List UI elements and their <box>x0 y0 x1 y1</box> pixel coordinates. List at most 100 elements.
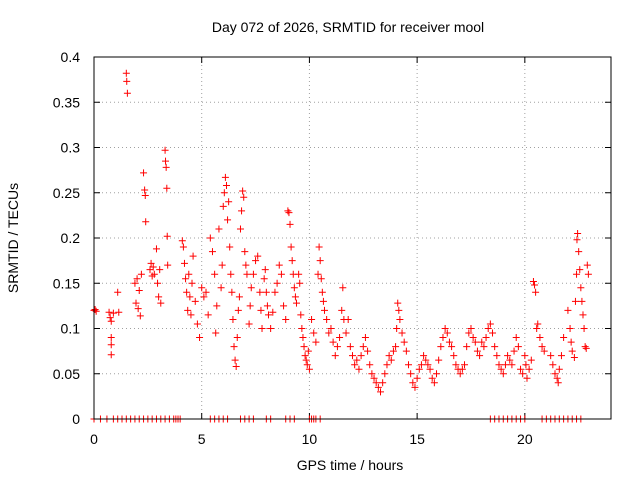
data-point <box>392 343 400 351</box>
data-point <box>573 236 581 244</box>
data-point <box>573 270 581 278</box>
data-point <box>576 266 584 274</box>
data-point <box>235 293 243 301</box>
data-point <box>402 347 410 355</box>
data-point <box>122 69 130 77</box>
data-point <box>568 347 576 355</box>
data-point <box>180 259 188 267</box>
data-point <box>405 361 413 369</box>
data-point <box>315 243 323 251</box>
data-point <box>202 288 210 296</box>
data-point <box>218 261 226 269</box>
data-point <box>476 352 484 360</box>
data-point <box>225 198 233 206</box>
data-point <box>242 261 250 269</box>
data-point <box>531 281 539 289</box>
data-point <box>532 288 540 296</box>
data-point <box>234 306 242 314</box>
data-point <box>261 266 269 274</box>
data-point <box>514 343 522 351</box>
data-point <box>357 352 365 360</box>
data-point <box>467 325 475 332</box>
data-point <box>264 311 272 319</box>
data-point <box>106 314 114 322</box>
data-point <box>577 284 585 292</box>
data-point <box>109 309 117 317</box>
data-point <box>465 329 473 337</box>
y-tick-label: 0.3 <box>61 140 81 156</box>
data-point <box>221 173 229 181</box>
data-point <box>525 365 533 373</box>
data-point <box>323 315 331 323</box>
data-point <box>140 169 148 177</box>
data-point <box>162 163 170 171</box>
data-point <box>241 248 249 256</box>
x-tick-label: 15 <box>409 431 425 447</box>
data-point <box>262 288 270 296</box>
data-point <box>551 370 559 378</box>
data-point <box>428 374 436 382</box>
y-axis-label: SRMTID / TECUs <box>5 183 21 293</box>
data-point <box>107 341 115 349</box>
data-point <box>339 284 347 292</box>
data-point <box>178 237 186 245</box>
data-point <box>329 338 337 346</box>
data-point <box>157 299 165 307</box>
data-point <box>131 279 139 287</box>
data-point <box>422 356 430 364</box>
data-point <box>310 329 318 337</box>
data-point <box>439 334 447 342</box>
data-point <box>222 182 230 190</box>
data-point <box>501 361 509 369</box>
data-point <box>135 286 143 294</box>
y-tick-label: 0.4 <box>61 49 81 65</box>
data-point <box>374 383 382 391</box>
data-point <box>152 245 160 253</box>
data-point <box>233 334 241 342</box>
data-point <box>574 229 582 237</box>
data-point <box>553 374 561 382</box>
data-point <box>230 343 238 351</box>
data-point <box>366 361 374 369</box>
grid-lines <box>94 57 611 419</box>
data-point <box>147 259 155 267</box>
data-point <box>387 356 395 364</box>
data-point <box>286 220 294 228</box>
data-point <box>186 293 194 301</box>
data-point <box>154 279 162 287</box>
data-point <box>302 356 310 364</box>
data-point <box>377 388 385 396</box>
data-point <box>583 261 591 269</box>
data-point <box>228 288 236 296</box>
data-point <box>331 352 339 360</box>
data-point <box>249 270 257 278</box>
data-point <box>571 297 579 305</box>
data-points <box>90 69 592 423</box>
data-point <box>342 329 350 337</box>
data-point <box>308 315 316 323</box>
data-point <box>316 257 324 265</box>
data-point <box>238 207 246 215</box>
data-point <box>105 308 113 316</box>
data-point <box>263 302 271 310</box>
data-point <box>317 275 325 283</box>
data-point <box>260 275 268 283</box>
data-point <box>312 338 320 346</box>
data-point <box>226 243 234 251</box>
data-point <box>510 347 518 355</box>
data-point <box>206 234 214 242</box>
data-point <box>478 338 486 346</box>
data-point <box>123 77 131 85</box>
data-point <box>217 284 225 292</box>
data-point <box>134 305 142 313</box>
data-point <box>471 338 479 346</box>
data-point <box>163 232 171 240</box>
data-point <box>584 270 592 278</box>
data-point <box>182 275 190 283</box>
data-point <box>430 379 438 387</box>
data-point <box>141 186 149 194</box>
data-point <box>290 284 298 292</box>
data-point <box>288 257 296 265</box>
data-point <box>211 270 219 278</box>
data-point <box>540 347 548 355</box>
